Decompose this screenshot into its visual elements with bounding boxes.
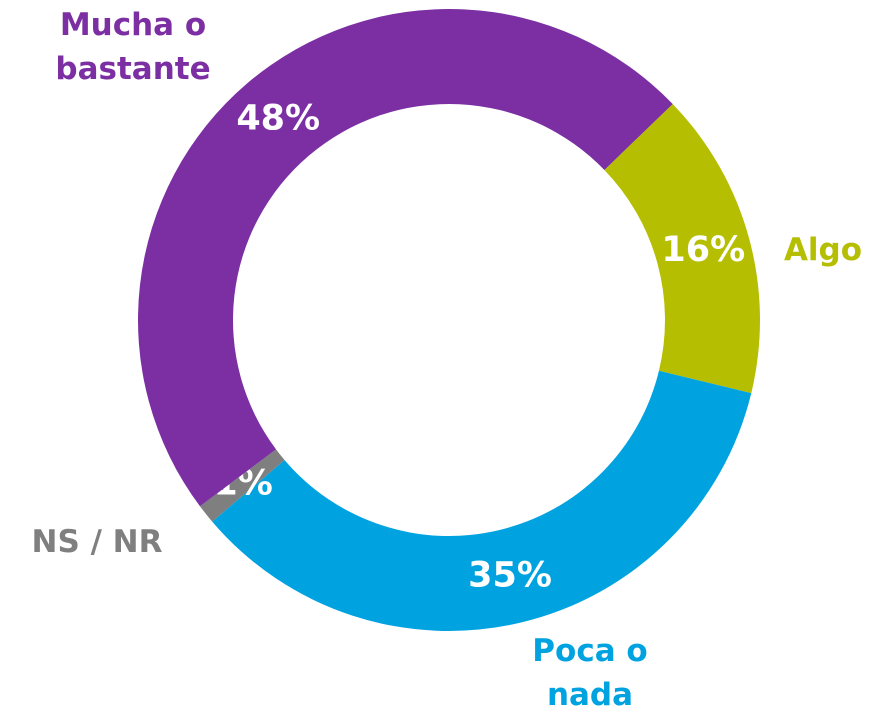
donut-segment: [604, 103, 760, 394]
donut-segment: [212, 370, 752, 631]
category-label: Algo: [783, 232, 863, 268]
category-label: Mucha o bastante: [55, 7, 211, 87]
value-label: 16%: [661, 230, 745, 270]
value-label: 35%: [468, 555, 552, 595]
value-label: 48%: [236, 98, 320, 138]
category-label: NS / NR: [31, 524, 163, 560]
donut-segment: [199, 449, 285, 522]
donut-segment: [137, 8, 673, 507]
category-label: Poca o nada: [532, 633, 648, 713]
